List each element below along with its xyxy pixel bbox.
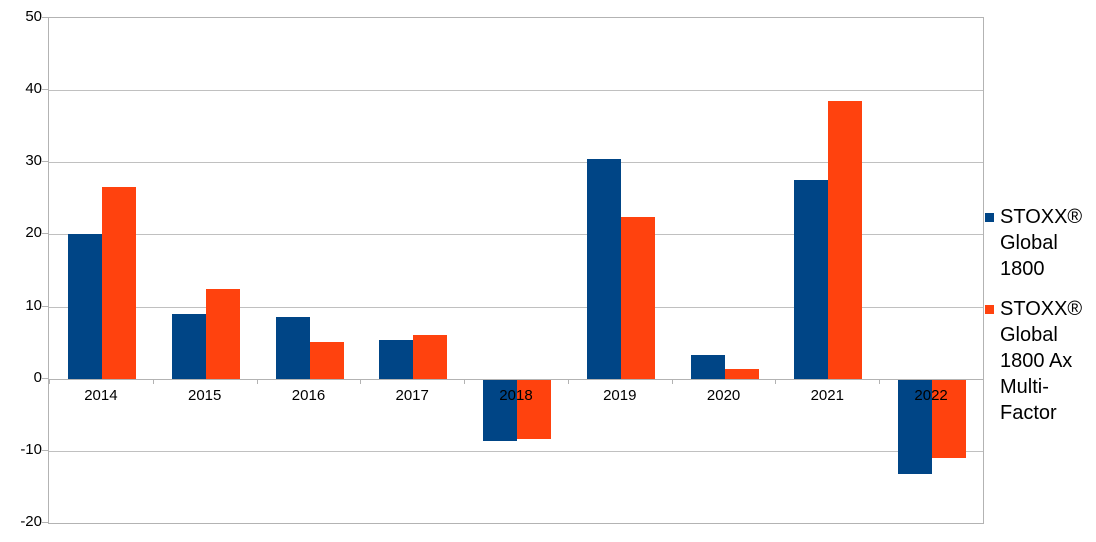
bar-series1-2015 [171, 313, 206, 379]
gridline [49, 306, 983, 308]
plot-area: 2014 2015 2016 2017 2018 2019 2020 2021 2022 [48, 17, 984, 524]
y-axis-label: 40 [25, 80, 42, 98]
legend-marker-icon [985, 305, 994, 314]
bar-series1-2022 [898, 378, 933, 474]
x-axis-tick [983, 378, 984, 384]
x-axis-label: 2020 [706, 386, 741, 404]
y-axis-tick [42, 161, 48, 163]
bar-series2-2017 [413, 334, 448, 379]
bar-series2-2019 [620, 217, 655, 379]
bar-series2-2022 [932, 378, 967, 459]
bar-series1-2016 [275, 316, 310, 379]
x-axis-tick [49, 378, 50, 384]
bar-series1-2017 [379, 339, 414, 379]
bar-series1-2019 [586, 159, 621, 379]
x-axis-tick [152, 378, 154, 384]
legend-entry-stoxx-global-1800-ax-multi-factor: STOXX® Global 1800 Ax Multi-Factor [985, 296, 1095, 426]
gridline [49, 90, 983, 92]
bar-series2-2015 [205, 288, 240, 379]
y-axis-label: 10 [25, 296, 42, 314]
y-axis-tick [42, 522, 48, 523]
y-axis-tick [42, 17, 48, 18]
bar-series1-2020 [690, 354, 725, 379]
gridline [49, 234, 983, 236]
y-axis-tick [42, 233, 48, 235]
y-axis-label: 20 [25, 224, 42, 242]
y-axis-label: -10 [20, 440, 42, 458]
legend-label: STOXX® Global 1800 Ax Multi-Factor [1000, 298, 1083, 424]
x-axis-label: 2015 [188, 386, 222, 404]
y-axis-label: -20 [20, 513, 42, 530]
legend: STOXX® Global 1800 STOXX® Global 1800 Ax… [985, 204, 1095, 440]
x-axis-label: 2018 [499, 386, 533, 404]
y-axis-label: 30 [25, 152, 42, 170]
bar-series1-2018 [483, 378, 518, 442]
bar-series2-2020 [724, 368, 759, 379]
x-axis-label: 2021 [810, 386, 844, 404]
y-axis-tick [42, 377, 48, 379]
y-axis-tick [42, 89, 48, 91]
bar-series2-2014 [102, 186, 136, 379]
x-axis-label: 2017 [395, 386, 429, 404]
bar-series1-2021 [794, 179, 829, 379]
y-axis-label: 50 [25, 8, 42, 25]
legend-marker-icon [985, 213, 994, 222]
y-axis-label: 0 [33, 368, 42, 386]
bar-series2-2021 [828, 101, 863, 379]
gridline [49, 450, 983, 452]
legend-label: STOXX® Global 1800 [1000, 206, 1083, 280]
bar-series2-2016 [309, 341, 344, 379]
bar-series1-2014 [68, 233, 102, 379]
bar-series2-2018 [517, 378, 552, 440]
x-axis-label: 2014 [84, 386, 118, 404]
legend-entry-stoxx-global-1800: STOXX® Global 1800 [985, 204, 1095, 282]
x-axis-tick [671, 378, 673, 384]
x-axis-label: 2022 [914, 386, 948, 404]
x-axis-tick [775, 378, 777, 384]
x-axis-tick [360, 378, 362, 384]
x-axis-line [49, 378, 983, 380]
y-axis-tick [42, 449, 48, 451]
x-axis-tick [567, 378, 569, 384]
x-axis-label: 2019 [603, 386, 637, 404]
x-axis-label: 2016 [291, 386, 326, 404]
gridline [49, 162, 983, 164]
x-axis-tick [879, 378, 881, 384]
y-axis-tick [42, 305, 48, 307]
x-axis-tick [256, 378, 258, 384]
x-axis-tick [464, 378, 466, 384]
